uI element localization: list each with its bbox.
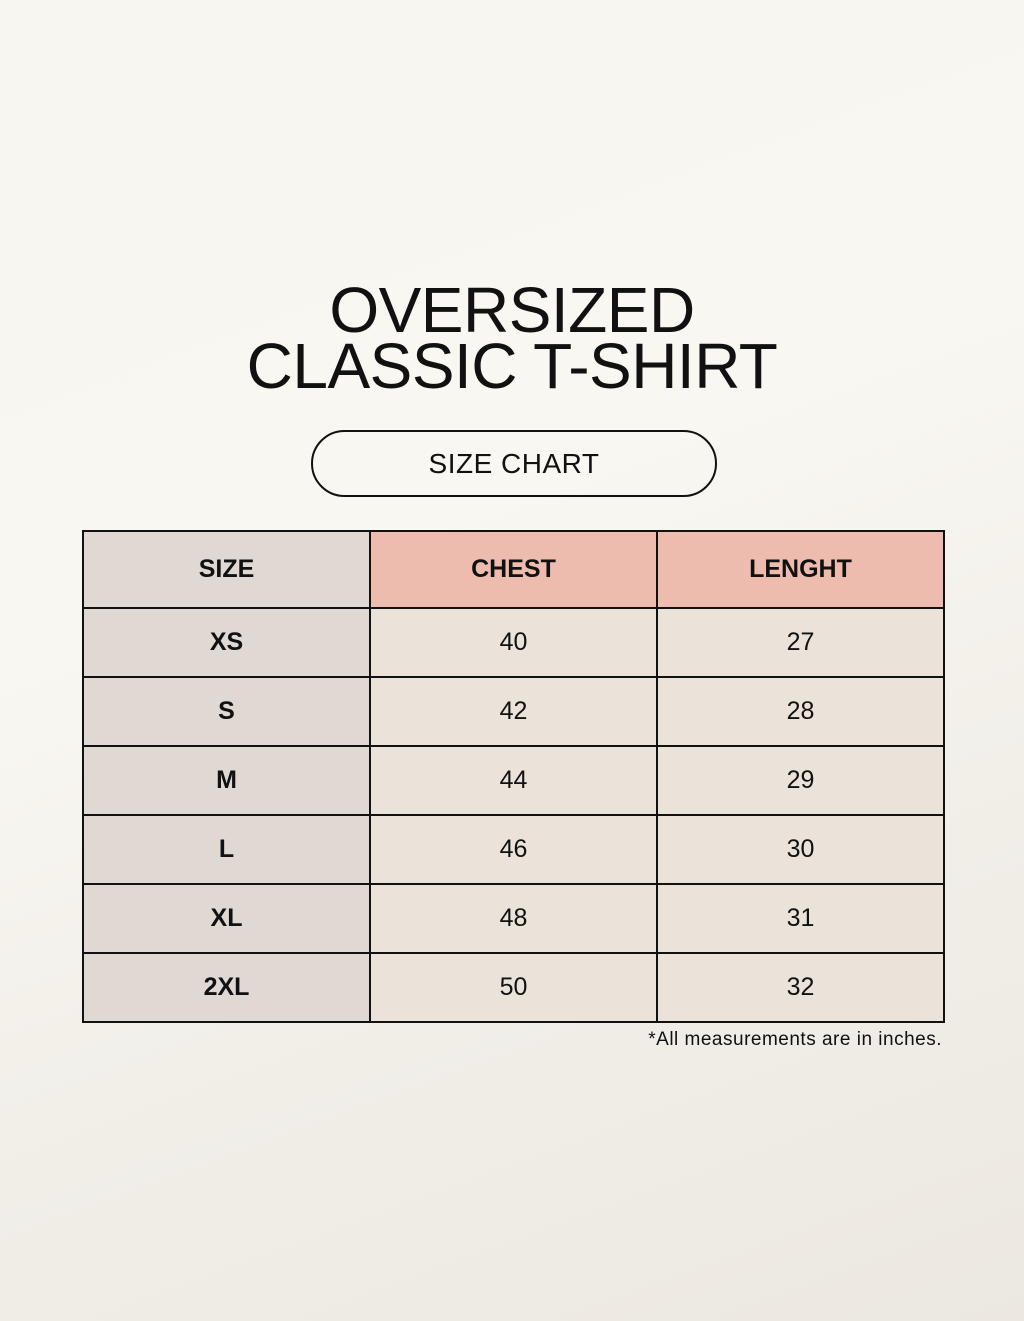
table-row: S 42 28: [82, 676, 945, 747]
size-cell: XS: [82, 607, 371, 678]
chest-cell: 50: [369, 952, 658, 1023]
size-cell: M: [82, 745, 371, 816]
length-cell: 27: [656, 607, 945, 678]
chest-cell: 44: [369, 745, 658, 816]
table-row: XS 40 27: [82, 607, 945, 678]
table-row: 2XL 50 32: [82, 952, 945, 1023]
chest-cell: 40: [369, 607, 658, 678]
size-cell: S: [82, 676, 371, 747]
length-cell: 28: [656, 676, 945, 747]
table-header-row: SIZE CHEST LENGHT: [82, 530, 945, 609]
size-cell: L: [82, 814, 371, 885]
header-chest: CHEST: [369, 530, 658, 609]
length-cell: 31: [656, 883, 945, 954]
header-size: SIZE: [82, 530, 371, 609]
size-cell: 2XL: [82, 952, 371, 1023]
size-chart-badge: SIZE CHART: [311, 430, 717, 497]
chest-cell: 46: [369, 814, 658, 885]
length-cell: 30: [656, 814, 945, 885]
size-table: SIZE CHEST LENGHT XS 40 27 S 42 28 M 44 29 L 46 30 X…: [82, 530, 945, 1023]
table-row: L 46 30: [82, 814, 945, 885]
length-cell: 32: [656, 952, 945, 1023]
length-cell: 29: [656, 745, 945, 816]
title-line-2: CLASSIC T-SHIRT: [246, 330, 778, 402]
footnote: *All measurements are in inches.: [648, 1029, 942, 1050]
table-row: XL 48 31: [82, 883, 945, 954]
header-length: LENGHT: [656, 530, 945, 609]
title-line-1: OVERSIZED: [329, 274, 695, 346]
chest-cell: 42: [369, 676, 658, 747]
page-title: OVERSIZED CLASSIC T-SHIRT: [0, 274, 1024, 402]
chest-cell: 48: [369, 883, 658, 954]
size-cell: XL: [82, 883, 371, 954]
table-row: M 44 29: [82, 745, 945, 816]
